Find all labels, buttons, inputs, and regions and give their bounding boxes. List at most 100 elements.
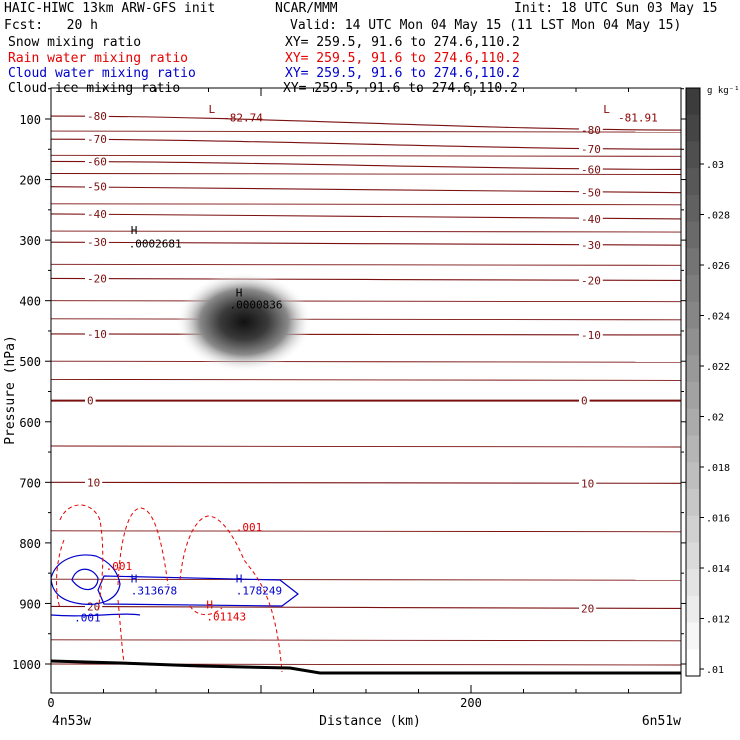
- colorbar-swatch: [686, 488, 700, 517]
- colorbar-swatch: [686, 515, 700, 543]
- colorbar-swatch: [686, 248, 700, 276]
- temperature-contour-minor: [51, 154, 681, 157]
- annotation-label: H: [236, 572, 243, 585]
- x-end-label: 6n51w: [642, 714, 681, 729]
- contour-label-mask: [85, 394, 96, 407]
- temperature-contour-label: -60: [581, 163, 601, 176]
- y-tick-label: 600: [19, 416, 41, 430]
- colorbar-label: .02: [706, 413, 724, 424]
- temperature-contour-label: -70: [581, 143, 601, 156]
- y-tick-label: 800: [19, 537, 41, 551]
- field-rain-xy: XY= 259.5, 91.6 to 274.6,110.2: [285, 51, 520, 66]
- colorbar-swatch: [686, 328, 700, 356]
- temperature-contour-label: -70: [87, 133, 107, 146]
- temperature-contour-minor: [51, 378, 681, 381]
- colorbar: .01 .012 .014 .016 .018 .02 .022 .024 .026 .028 .0…: [685, 87, 730, 677]
- contour-label-mask: [85, 110, 109, 123]
- colorbar-swatch: [686, 275, 700, 303]
- temperature-contour-label: -40: [87, 208, 107, 221]
- colorbar-label: .022: [706, 362, 730, 373]
- y-tick-label: 500: [19, 355, 41, 369]
- contour-label-mask: [579, 477, 597, 490]
- colorbar-swatch: [686, 649, 700, 677]
- forecast-hour: Fcst: 20 h: [4, 18, 98, 33]
- annotation-label: .178249: [236, 584, 282, 597]
- temperature-contour-minor: [51, 230, 681, 233]
- field-snow-label: Snow mixing ratio: [8, 35, 142, 50]
- contour-label-mask: [85, 236, 109, 249]
- annotation-label: .0000836: [230, 299, 283, 312]
- annotation-label: H: [131, 224, 138, 237]
- colorbar-swatch: [686, 542, 700, 570]
- annotation-label: H: [131, 572, 138, 585]
- cloud-water-contours: [50, 554, 299, 617]
- colorbar-label: .01: [706, 665, 724, 676]
- colorbar-swatch: [686, 382, 700, 410]
- annotation-label: .313678: [131, 584, 177, 597]
- contour-label-mask: [85, 180, 109, 193]
- colorbar-swatch: [686, 462, 700, 490]
- temperature-contour-label: 0: [87, 395, 94, 408]
- contour-label-mask: [579, 143, 603, 156]
- field-cloudwater-label: Cloud water mixing ratio: [8, 66, 196, 81]
- x-axis: 0 200: [47, 88, 682, 710]
- contour-label-mask: [85, 207, 109, 220]
- annotation-label: .001: [236, 521, 262, 534]
- contour-label-mask: [85, 327, 109, 340]
- contour-label-mask: [579, 212, 603, 225]
- contour-label-mask: [85, 133, 109, 146]
- field-cloudwater-xy: XY= 259.5, 91.6 to 274.6,110.2: [285, 66, 520, 81]
- temperature-contour-minor: [51, 173, 681, 175]
- temperature-contour-label: -30: [87, 236, 107, 249]
- temperature-contour-label: -10: [581, 329, 601, 342]
- colorbar-label: .018: [706, 463, 730, 474]
- temperature-contour-minor: [51, 130, 681, 133]
- annotation-label: .001: [74, 612, 101, 625]
- colorbar-label: .028: [706, 211, 730, 222]
- colorbar-swatch: [686, 622, 700, 650]
- temperature-contour-label: -60: [87, 155, 107, 168]
- contour-label-mask: [85, 272, 109, 285]
- contour-annotations: L-82.74L-81.91H.0002681H.0000836.001.001…: [74, 103, 658, 625]
- temperature-contour-label: 10: [87, 476, 100, 489]
- temperature-contour-minor: [51, 445, 681, 448]
- colorbar-swatch: [686, 569, 700, 597]
- y-tick-label: 700: [19, 476, 41, 490]
- model-title: HAIC-HIWC 13km ARW-GFS init: [4, 1, 216, 16]
- temperature-contour-label: -30: [581, 239, 601, 252]
- colorbar-frame: [685, 87, 701, 677]
- temperature-contour-label: -50: [581, 187, 601, 200]
- annotation-label: .0002681: [129, 237, 182, 250]
- colorbar-swatch: [686, 114, 700, 142]
- temperature-contour-label: -80: [581, 124, 601, 137]
- colorbar-swatch: [686, 301, 700, 330]
- contour-label-mask: [579, 163, 603, 176]
- snow-maximum-region: [176, 272, 312, 372]
- y-axis-title: Pressure (hPa): [3, 335, 18, 445]
- annotation-label: -82.74: [223, 111, 263, 124]
- x-start-label: 4n53w: [52, 714, 91, 729]
- x-tick-label: 0: [47, 696, 54, 710]
- contour-label-mask: [579, 186, 603, 199]
- temperature-contour-minor: [51, 263, 681, 266]
- contour-label-mask: [579, 124, 603, 137]
- colorbar-swatch: [686, 221, 700, 249]
- contour-label-mask: [85, 476, 103, 489]
- colorbar-swatch: [686, 595, 700, 624]
- temperature-contour-minor: [51, 360, 681, 363]
- temperature-contour-minor: [51, 300, 681, 303]
- colorbar-label: .016: [706, 514, 730, 525]
- colorbar-swatch: [686, 435, 700, 463]
- y-tick-label: 400: [19, 295, 41, 309]
- valid-time: Valid: 14 UTC Mon 04 May 15 (11 LST Mon …: [290, 18, 682, 33]
- temperature-contour-minor: [51, 203, 681, 206]
- annotation-label: L: [209, 103, 216, 116]
- y-tick-label: 100: [19, 113, 41, 127]
- colorbar-swatch: [686, 194, 700, 223]
- annotation-label: L: [603, 103, 610, 116]
- terrain-line: [50, 659, 681, 675]
- temperature-contour-minor: [51, 318, 681, 321]
- colorbar-label: .012: [706, 615, 730, 626]
